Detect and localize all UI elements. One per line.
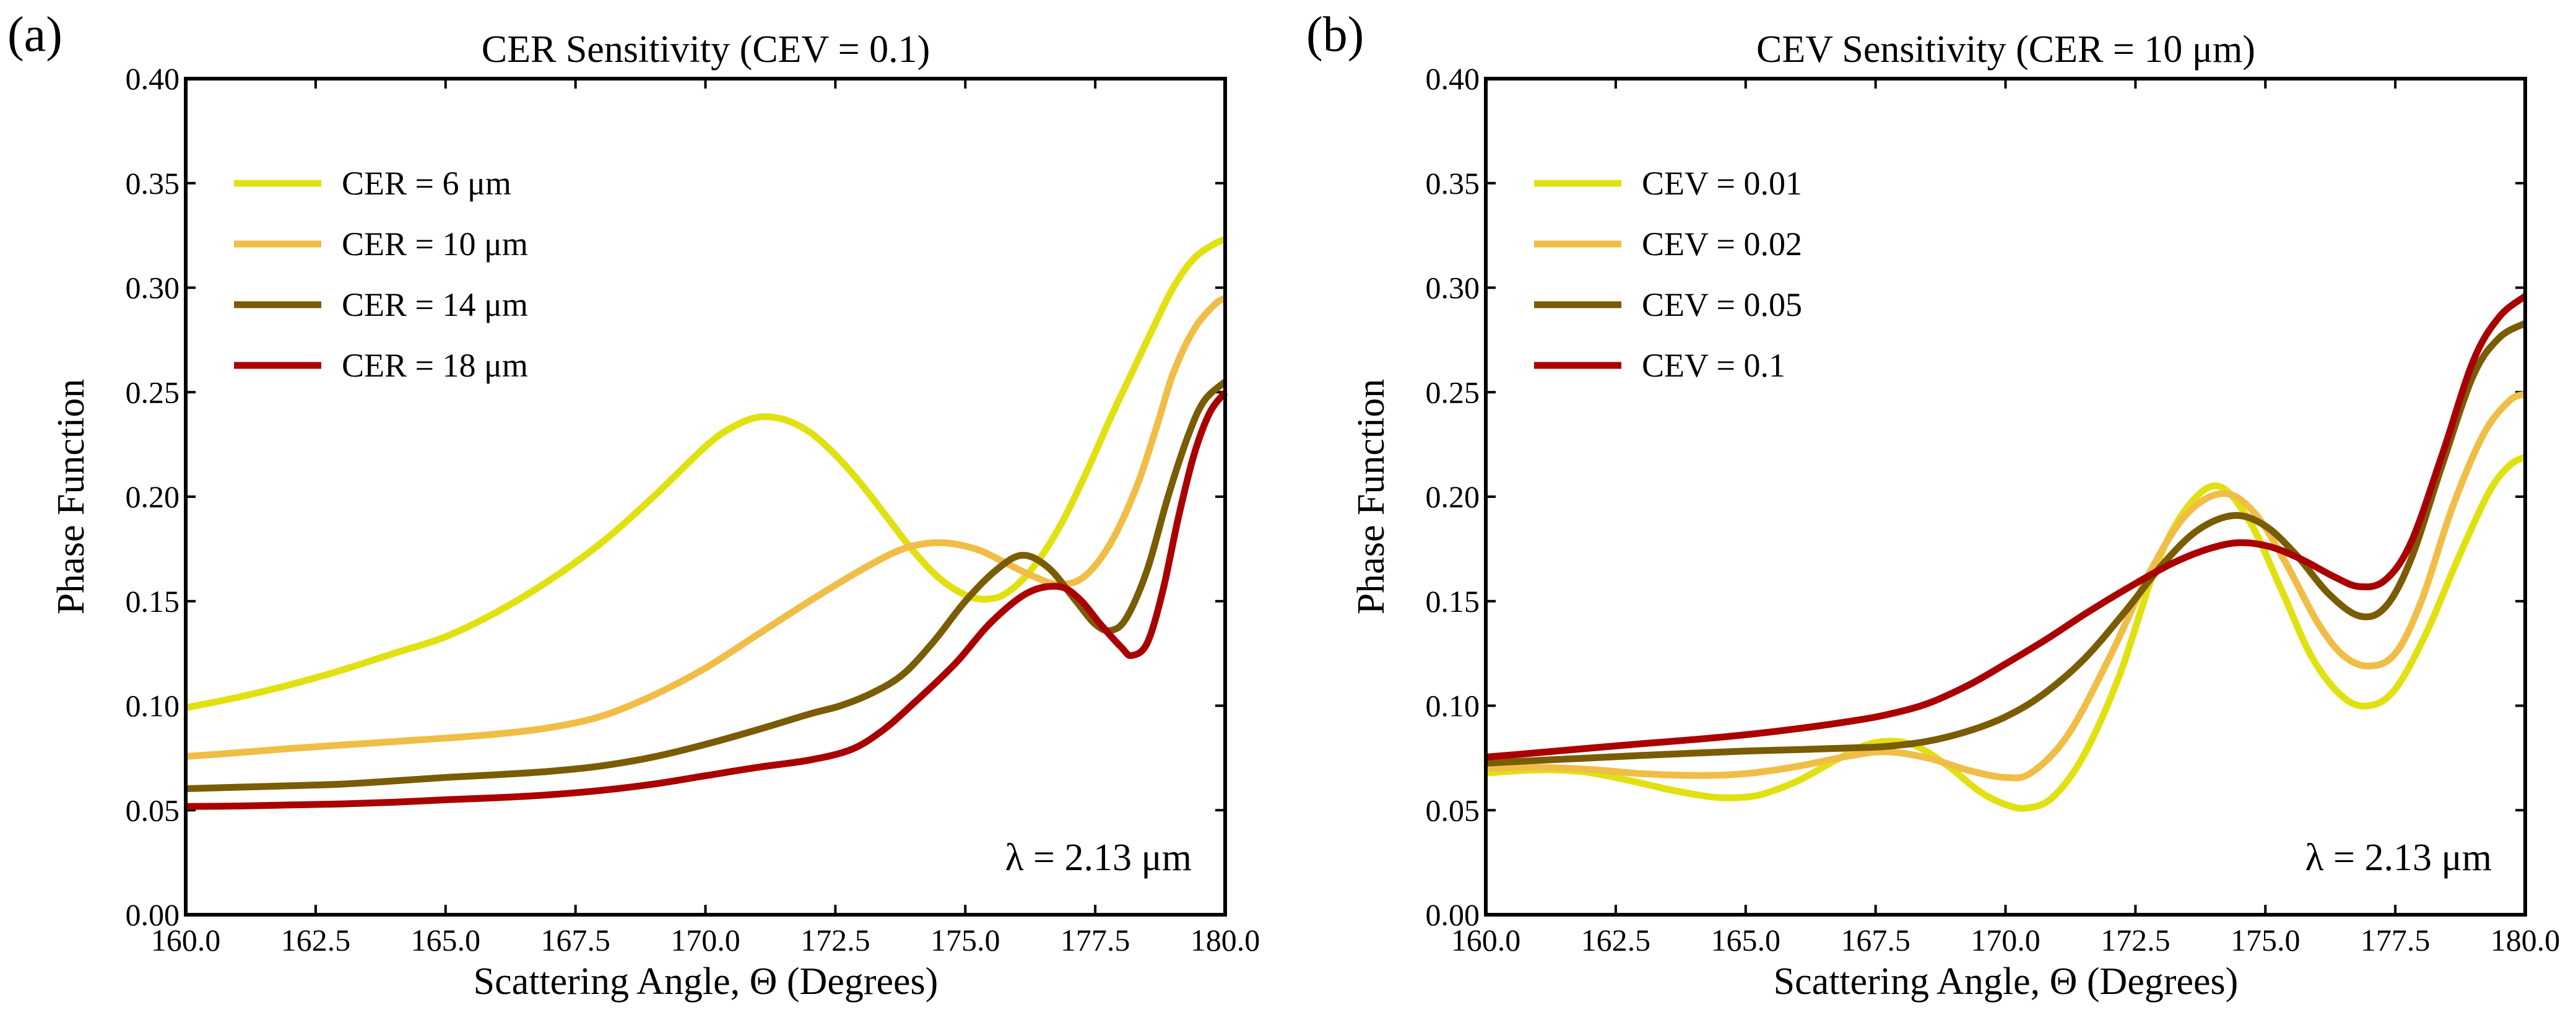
y-tick-label: 0.30 (126, 271, 180, 305)
x-axis-title: Scattering Angle, Θ (Degrees) (474, 961, 939, 1003)
x-tick-label: 175.0 (930, 923, 1000, 957)
x-tick-label: 177.5 (1060, 923, 1130, 957)
y-tick-label: 0.20 (1426, 479, 1480, 514)
y-tick-label: 0.25 (1426, 375, 1480, 409)
y-tick-label: 0.35 (1426, 166, 1480, 201)
y-tick-label: 0.40 (126, 61, 180, 96)
y-axis-title: Phase Function (50, 379, 92, 615)
panel-title: CER Sensitivity (CEV = 0.1) (482, 28, 930, 71)
panel-label: (a) (7, 7, 63, 62)
series-line-1 (184, 236, 1227, 712)
x-tick-label: 170.0 (1971, 923, 2040, 957)
panel-b: (b) CEV Sensitivity (CER = 10 μm) Phase … (1306, 7, 2560, 1003)
series-line-3 (185, 379, 1228, 792)
x-tick-label: 167.5 (1841, 923, 1910, 957)
x-tick-label: 170.0 (670, 923, 740, 957)
x-tick-label: 180.0 (2491, 923, 2561, 957)
x-tick-label: 165.0 (1711, 923, 1781, 957)
legend-label: CEV = 0.01 (1642, 165, 1802, 202)
axis-ticks: 160.0 162.5 165.0 167.5 170.0 172.5 175.0 177.5… (1426, 61, 2561, 957)
legend-label: CER = 10 μm (342, 225, 528, 263)
x-tick-label: 177.5 (2361, 923, 2431, 957)
y-tick-label: 0.25 (126, 375, 180, 409)
series-group (1485, 293, 2528, 812)
y-tick-label: 0.10 (126, 689, 180, 723)
x-tick-label: 160.0 (151, 923, 221, 957)
y-tick-label: 0.05 (1426, 793, 1480, 827)
y-tick-label: 0.05 (126, 793, 180, 827)
series-line-2 (1485, 391, 2527, 782)
y-tick-label: 0.00 (126, 897, 180, 932)
series-line-2 (185, 295, 1227, 760)
y-tick-label: 0.30 (1426, 271, 1480, 305)
x-tick-label: 167.5 (540, 923, 610, 957)
y-tick-label: 0.15 (1426, 584, 1480, 619)
x-tick-label: 172.5 (800, 923, 870, 957)
legend-label: CER = 18 μm (342, 347, 528, 384)
legend: CEV = 0.01 CEV = 0.02 CEV = 0.05 CEV = 0.1 (1534, 165, 1802, 384)
y-tick-label: 0.10 (1426, 689, 1480, 723)
panel-a: (a) CER Sensitivity (CEV = 0.1) Phase Fu… (7, 7, 1260, 1003)
x-tick-label: 162.5 (281, 923, 351, 957)
plot-frame (184, 77, 1227, 917)
plot-frame (1484, 77, 2527, 917)
panel-title: CEV Sensitivity (CER = 10 μm) (1756, 28, 2255, 71)
wavelength-annotation: λ = 2.13 μm (1005, 837, 1192, 879)
y-tick-label: 0.00 (1426, 897, 1480, 932)
x-tick-label: 160.0 (1451, 923, 1521, 957)
x-tick-label: 175.0 (2231, 923, 2301, 957)
x-tick-label: 172.5 (2101, 923, 2171, 957)
y-tick-label: 0.35 (126, 166, 180, 201)
legend: CER = 6 μm CER = 10 μm CER = 14 μm CER = 18… (234, 165, 528, 384)
x-axis-title: Scattering Angle, Θ (Degrees) (1774, 961, 2239, 1003)
y-axis-title: Phase Function (1350, 379, 1392, 615)
x-tick-label: 162.5 (1581, 923, 1651, 957)
x-tick-label: 180.0 (1190, 923, 1260, 957)
wavelength-annotation: λ = 2.13 μm (2305, 837, 2492, 879)
y-tick-label: 0.20 (126, 479, 180, 514)
x-tick-label: 165.0 (411, 923, 481, 957)
series-line-4 (1485, 293, 2528, 761)
y-tick-label: 0.40 (1426, 61, 1480, 96)
axis-ticks: 160.0 162.5 165.0 167.5 170.0 172.5 175.0 177.5… (126, 61, 1260, 957)
y-tick-label: 0.15 (126, 584, 180, 619)
series-line-4 (185, 390, 1228, 810)
legend-label: CEV = 0.05 (1642, 286, 1802, 323)
panel-label: (b) (1306, 7, 1364, 62)
legend-label: CER = 14 μm (342, 286, 528, 323)
legend-label: CER = 6 μm (342, 165, 511, 202)
series-line-3 (1485, 320, 2527, 767)
series-group (184, 236, 1228, 810)
legend-label: CEV = 0.02 (1642, 225, 1802, 263)
legend-label: CEV = 0.1 (1642, 347, 1785, 384)
series-line-1 (1485, 453, 2527, 812)
